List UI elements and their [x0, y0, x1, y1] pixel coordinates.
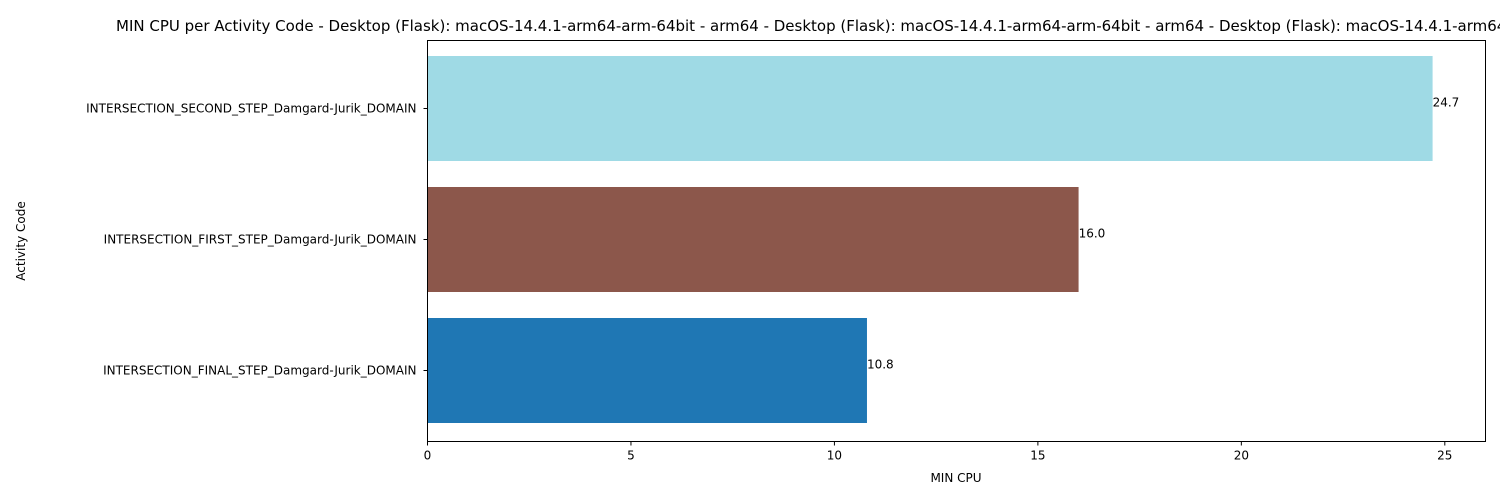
y-axis-ticks: INTERSECTION_SECOND_STEP_Damgard-Jurik_D…: [86, 102, 427, 378]
x-tick-label-20: 20: [1234, 449, 1249, 463]
x-axis-ticks: 0 5 10 15 20 25: [424, 442, 1453, 463]
value-label-2: 16.0: [1079, 227, 1106, 241]
x-tick-label-10: 10: [827, 449, 842, 463]
chart-title: MIN CPU per Activity Code - Desktop (Fla…: [116, 17, 1500, 35]
value-label-1: 24.7: [1433, 96, 1460, 110]
bar-1: [428, 56, 1433, 161]
bars-group: [428, 56, 1433, 423]
value-label-3: 10.8: [867, 358, 894, 372]
y-axis-label: Activity Code: [14, 201, 28, 280]
y-tick-label-2: INTERSECTION_FIRST_STEP_Damgard-Jurik_DO…: [104, 233, 417, 247]
x-tick-label-5: 5: [627, 449, 635, 463]
y-tick-label-3: INTERSECTION_FINAL_STEP_Damgard-Jurik_DO…: [103, 364, 416, 378]
x-tick-label-15: 15: [1030, 449, 1045, 463]
bar-3: [428, 318, 867, 423]
x-tick-label-0: 0: [424, 449, 432, 463]
bar-2: [428, 187, 1079, 292]
x-axis-label: MIN CPU: [930, 471, 981, 485]
x-tick-label-25: 25: [1437, 449, 1452, 463]
y-tick-label-1: INTERSECTION_SECOND_STEP_Damgard-Jurik_D…: [86, 102, 416, 116]
